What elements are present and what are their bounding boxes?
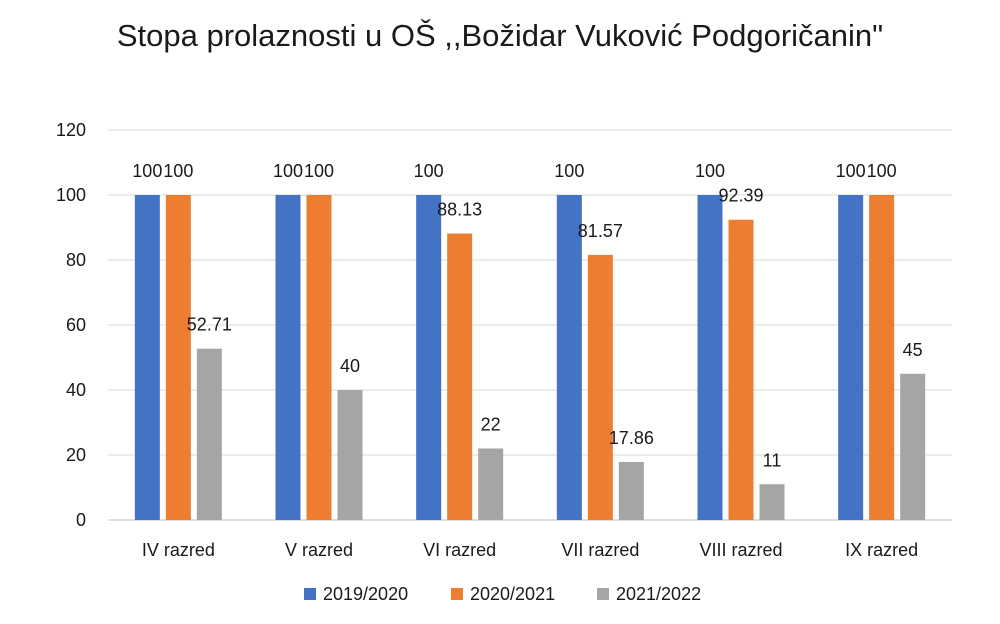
legend-label: 2021/2022 — [616, 584, 701, 604]
bar — [728, 219, 754, 521]
legend-swatch — [304, 588, 316, 600]
bar — [587, 254, 613, 520]
data-label: 100 — [414, 161, 444, 181]
y-tick-label: 80 — [66, 250, 86, 270]
data-label: 100 — [836, 161, 866, 181]
data-label: 100 — [132, 161, 162, 181]
data-label: 100 — [554, 161, 584, 181]
bar — [447, 233, 473, 520]
bar — [306, 195, 332, 520]
y-tick-label: 120 — [56, 120, 86, 140]
data-label: 52.71 — [187, 315, 232, 335]
data-label: 100 — [695, 161, 725, 181]
data-label: 22 — [481, 415, 501, 435]
y-tick-label: 40 — [66, 380, 86, 400]
data-label: 40 — [340, 356, 360, 376]
category-label: IX razred — [845, 540, 918, 560]
legend-label: 2019/2020 — [323, 584, 408, 604]
data-label: 88.13 — [437, 200, 482, 220]
bar — [134, 195, 160, 520]
gridlines — [108, 129, 952, 521]
bar — [416, 195, 442, 520]
y-axis-tick-labels: 0 20 40 60 80 100 120 — [56, 120, 86, 530]
data-label: 11 — [763, 450, 782, 470]
data-label: 17.86 — [609, 428, 654, 448]
legend-swatch — [597, 588, 609, 600]
chart-title: Stopa prolaznosti u OŠ ,,Božidar Vuković… — [116, 18, 884, 53]
category-label: IV razred — [142, 540, 215, 560]
bar — [869, 195, 895, 520]
y-tick-label: 100 — [56, 185, 86, 205]
bar — [478, 448, 504, 520]
data-label: 100 — [867, 161, 897, 181]
bar — [838, 195, 864, 520]
x-axis-category-labels: IV razred V razred VI razred VII razred VIII… — [142, 540, 918, 560]
category-label: VII razred — [561, 540, 639, 560]
category-label: V razred — [285, 540, 353, 560]
legend: 2019/2020 2020/2021 2021/2022 — [304, 584, 701, 604]
bar — [618, 461, 644, 520]
category-label: VIII razred — [699, 540, 782, 560]
data-label: 92.39 — [718, 186, 763, 206]
y-tick-label: 0 — [76, 510, 86, 530]
bar — [165, 195, 191, 520]
bars — [134, 195, 926, 521]
category-label: VI razred — [423, 540, 496, 560]
data-label: 81.57 — [578, 221, 623, 241]
bar — [337, 390, 363, 520]
y-tick-label: 20 — [66, 445, 86, 465]
y-tick-label: 60 — [66, 315, 86, 335]
bar — [196, 348, 222, 520]
bar — [275, 195, 301, 520]
data-label: 100 — [273, 161, 303, 181]
legend-label: 2020/2021 — [470, 584, 555, 604]
data-label: 100 — [304, 161, 334, 181]
bar — [697, 195, 723, 520]
legend-swatch — [451, 588, 463, 600]
data-label: 100 — [163, 161, 193, 181]
data-label: 45 — [903, 340, 923, 360]
bar — [900, 373, 926, 520]
bar — [556, 195, 582, 520]
bar — [759, 484, 785, 520]
